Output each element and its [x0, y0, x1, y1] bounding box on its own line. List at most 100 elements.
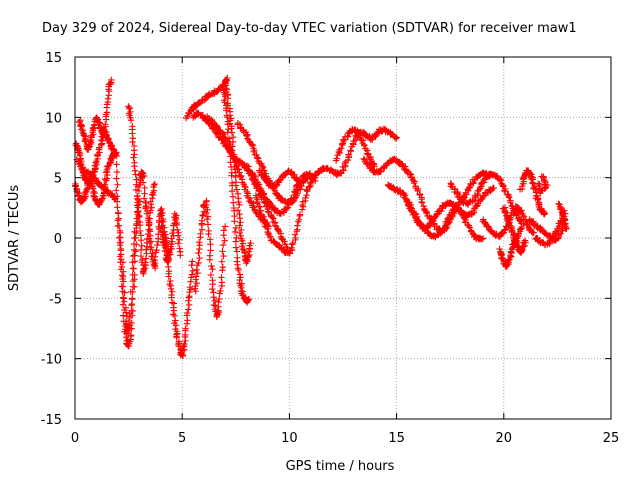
- x-axis-label: GPS time / hours: [286, 459, 395, 474]
- data-point: [169, 238, 176, 245]
- data-point: [307, 180, 314, 187]
- data-point: [184, 309, 191, 317]
- data-point: [227, 153, 234, 160]
- data-point: [193, 266, 200, 273]
- data-point: [148, 204, 155, 211]
- data-point: [227, 163, 235, 171]
- data-point: [361, 142, 368, 149]
- data-point: [536, 181, 543, 188]
- data-point: [218, 258, 226, 265]
- data-point: [231, 228, 239, 236]
- data-point: [294, 177, 301, 184]
- data-point: [116, 253, 124, 260]
- data-point: [347, 147, 354, 154]
- data-point: [127, 108, 134, 116]
- data-point: [205, 230, 212, 238]
- data-point: [177, 252, 184, 259]
- data-point: [534, 180, 542, 187]
- data-point: [206, 256, 214, 263]
- data-point: [309, 175, 317, 183]
- data-point: [268, 214, 276, 221]
- data-point: [244, 296, 252, 303]
- data-point: [131, 246, 138, 253]
- data-point: [165, 273, 172, 280]
- data-point: [119, 301, 127, 308]
- data-point: [253, 200, 261, 207]
- data-point: [207, 271, 215, 279]
- data-point: [478, 235, 486, 243]
- data-point: [152, 259, 159, 267]
- data-point: [187, 274, 195, 281]
- data-point: [215, 295, 223, 303]
- data-point: [408, 173, 416, 181]
- data-point: [244, 135, 251, 142]
- data-point: [239, 237, 246, 244]
- data-point: [215, 298, 222, 306]
- data-point: [418, 198, 425, 206]
- data-point: [174, 226, 181, 233]
- data-point: [114, 181, 121, 188]
- data-point: [440, 225, 447, 233]
- data-point: [146, 239, 153, 247]
- data-point: [131, 162, 138, 170]
- data-point: [237, 219, 244, 226]
- data-point: [229, 182, 236, 189]
- data-point: [402, 163, 409, 170]
- data-point: [154, 241, 161, 249]
- data-point: [133, 202, 141, 209]
- data-point: [167, 285, 175, 292]
- data-point: [116, 227, 124, 234]
- data-point: [102, 169, 110, 176]
- data-point: [229, 193, 237, 200]
- data-point: [139, 173, 146, 181]
- data-point: [196, 241, 203, 249]
- data-point: [121, 306, 128, 314]
- data-point: [134, 208, 141, 216]
- data-point: [137, 252, 145, 260]
- data-point: [80, 194, 88, 202]
- data-point: [236, 214, 244, 222]
- data-point: [443, 218, 450, 226]
- data-point: [79, 128, 86, 136]
- data-point: [129, 288, 136, 296]
- data-point: [501, 227, 508, 234]
- data-point: [224, 121, 231, 128]
- data-point: [140, 195, 148, 202]
- data-point: [340, 166, 347, 174]
- data-point: [115, 215, 122, 222]
- data-point: [233, 248, 241, 255]
- data-point: [88, 132, 96, 139]
- data-point: [146, 232, 154, 239]
- data-point: [338, 145, 345, 152]
- data-point: [131, 252, 138, 259]
- data-point: [195, 239, 203, 246]
- data-point: [296, 211, 304, 218]
- data-point: [174, 330, 181, 337]
- data-point: [169, 229, 176, 237]
- data-point: [225, 125, 232, 133]
- data-point: [232, 238, 240, 245]
- y-tick-label: 10: [45, 111, 62, 126]
- data-point: [147, 245, 154, 253]
- data-point: [228, 125, 235, 132]
- data-point: [142, 199, 149, 206]
- data-point: [228, 187, 236, 195]
- data-point: [131, 283, 138, 290]
- data-point: [459, 198, 467, 206]
- data-point: [139, 179, 147, 186]
- data-point: [195, 249, 202, 257]
- data-point: [222, 93, 229, 100]
- x-tick-label: 20: [496, 431, 513, 446]
- data-point: [247, 239, 254, 247]
- data-point: [128, 296, 136, 303]
- data-point: [235, 198, 242, 206]
- data-point: [219, 248, 226, 255]
- data-point: [194, 111, 201, 118]
- data-point: [236, 271, 244, 278]
- data-point: [505, 192, 512, 200]
- data-point: [341, 159, 349, 167]
- data-point: [172, 215, 180, 222]
- data-point: [138, 242, 145, 250]
- data-point: [90, 192, 97, 200]
